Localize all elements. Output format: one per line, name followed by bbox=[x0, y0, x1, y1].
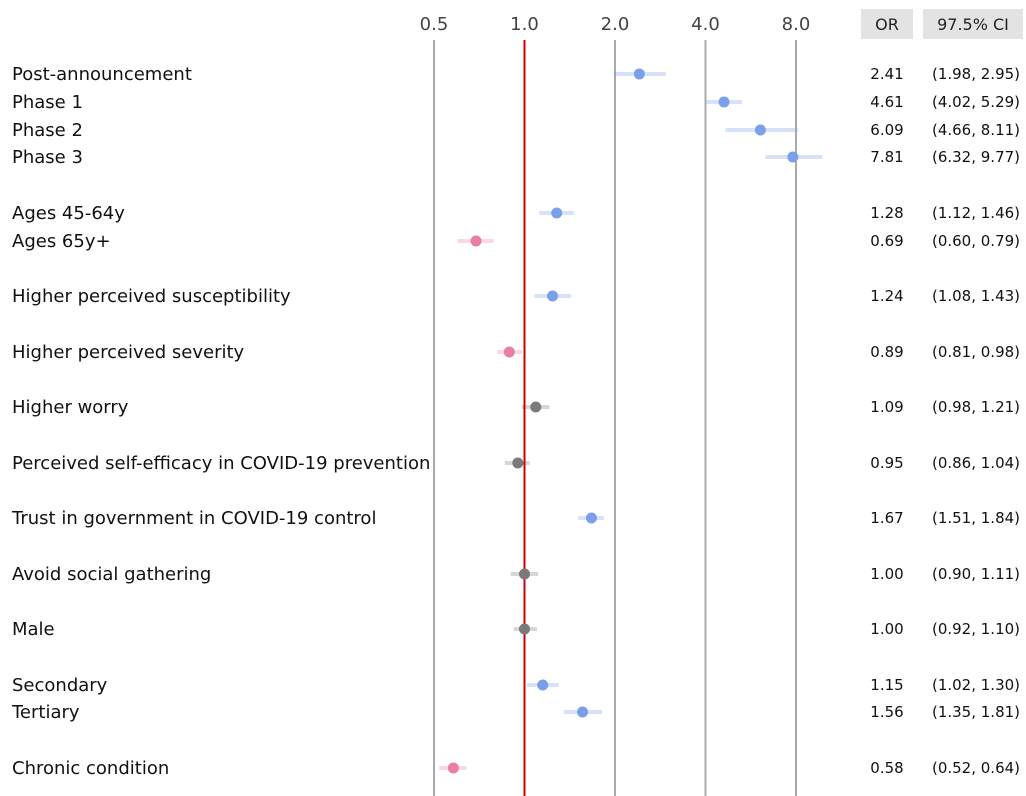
odds-ratio-point bbox=[470, 235, 482, 247]
x-tick-label: 8.0 bbox=[782, 14, 811, 35]
odds-ratio-point bbox=[787, 151, 799, 163]
table-header: OR 97.5% CI bbox=[861, 9, 1023, 39]
or-header-background bbox=[861, 9, 913, 39]
row-label: Ages 65y+ bbox=[12, 231, 111, 252]
x-axis-tick-labels: 0.5 1.0 2.0 4.0 8.0 bbox=[420, 14, 811, 35]
ci-value: (4.02, 5.29) bbox=[932, 93, 1020, 111]
estimate-markers bbox=[447, 68, 799, 774]
ci-value: (0.92, 1.10) bbox=[932, 620, 1020, 638]
or-value: 1.09 bbox=[870, 398, 903, 416]
row-label: Secondary bbox=[12, 675, 108, 696]
odds-ratio-point bbox=[530, 401, 542, 413]
odds-ratio-point bbox=[537, 679, 549, 691]
odds-ratio-point bbox=[447, 762, 459, 774]
ci-value: (1.12, 1.46) bbox=[932, 204, 1020, 222]
odds-ratio-point bbox=[512, 457, 524, 469]
ci-value: (1.02, 1.30) bbox=[932, 676, 1020, 694]
row-label: Higher perceived susceptibility bbox=[12, 286, 291, 307]
or-value: 1.28 bbox=[870, 204, 903, 222]
ci-value: (1.98, 2.95) bbox=[932, 65, 1020, 83]
row-label: Avoid social gathering bbox=[12, 564, 211, 585]
or-value: 4.61 bbox=[870, 93, 903, 111]
row-label: Male bbox=[12, 619, 55, 640]
row-label: Perceived self-efficacy in COVID-19 prev… bbox=[12, 453, 430, 474]
row-label: Phase 3 bbox=[12, 147, 83, 168]
odds-ratio-point bbox=[503, 346, 515, 358]
ci-value: (0.98, 1.21) bbox=[932, 398, 1020, 416]
or-value: 2.41 bbox=[870, 65, 903, 83]
ci-value: (0.86, 1.04) bbox=[932, 454, 1020, 472]
x-tick-label: 0.5 bbox=[420, 14, 449, 35]
row-label: Chronic condition bbox=[12, 758, 169, 779]
odds-ratio-point bbox=[519, 623, 530, 635]
ci-value: (1.08, 1.43) bbox=[932, 287, 1020, 305]
row-label: Higher worry bbox=[12, 397, 129, 418]
grid-layer bbox=[433, 40, 797, 796]
ci-value: (0.81, 0.98) bbox=[932, 343, 1020, 361]
ci-value: (0.52, 0.64) bbox=[932, 759, 1020, 777]
x-tick-label: 2.0 bbox=[601, 14, 630, 35]
or-value: 1.67 bbox=[870, 509, 903, 527]
ci-value: (1.35, 1.81) bbox=[932, 703, 1020, 721]
or-value: 1.56 bbox=[870, 703, 903, 721]
row-label: Phase 2 bbox=[12, 120, 83, 141]
or-value: 0.89 bbox=[870, 343, 903, 361]
forest-rows: Post-announcement 2.41 (1.98, 2.95) Phase 1… bbox=[11, 64, 1020, 779]
ci-value: (4.66, 8.11) bbox=[932, 121, 1020, 139]
row-label: Post-announcement bbox=[12, 64, 192, 85]
odds-ratio-point bbox=[551, 207, 563, 219]
row-label: Trust in government in COVID-19 control bbox=[11, 508, 376, 529]
or-value: 0.95 bbox=[870, 454, 903, 472]
x-tick-label: 4.0 bbox=[691, 14, 720, 35]
or-value: 6.09 bbox=[870, 121, 903, 139]
odds-ratio-point bbox=[519, 568, 530, 580]
or-value: 1.00 bbox=[870, 565, 903, 583]
odds-ratio-point bbox=[718, 96, 730, 108]
or-value: 1.15 bbox=[870, 676, 903, 694]
row-label: Phase 1 bbox=[12, 92, 83, 113]
odds-ratio-point bbox=[633, 68, 645, 80]
ci-value: (1.51, 1.84) bbox=[932, 509, 1020, 527]
or-column-header: OR bbox=[875, 15, 899, 34]
or-value: 7.81 bbox=[870, 148, 903, 166]
row-label: Tertiary bbox=[11, 702, 80, 723]
odds-ratio-point bbox=[754, 124, 766, 136]
odds-ratio-point bbox=[585, 512, 597, 524]
or-value: 0.69 bbox=[870, 232, 903, 250]
odds-ratio-point bbox=[577, 706, 589, 718]
odds-ratio-point bbox=[547, 290, 559, 302]
row-label: Ages 45-64y bbox=[12, 203, 125, 224]
ci-value: (6.32, 9.77) bbox=[932, 148, 1020, 166]
ci-header-background bbox=[923, 9, 1023, 39]
ci-value: (0.60, 0.79) bbox=[932, 232, 1020, 250]
or-value: 0.58 bbox=[870, 759, 903, 777]
or-value: 1.24 bbox=[870, 287, 903, 305]
ci-column-header: 97.5% CI bbox=[937, 15, 1009, 34]
or-value: 1.00 bbox=[870, 620, 903, 638]
ci-value: (0.90, 1.11) bbox=[932, 565, 1020, 583]
row-label: Higher perceived severity bbox=[12, 342, 245, 363]
x-tick-label: 1.0 bbox=[510, 14, 539, 35]
